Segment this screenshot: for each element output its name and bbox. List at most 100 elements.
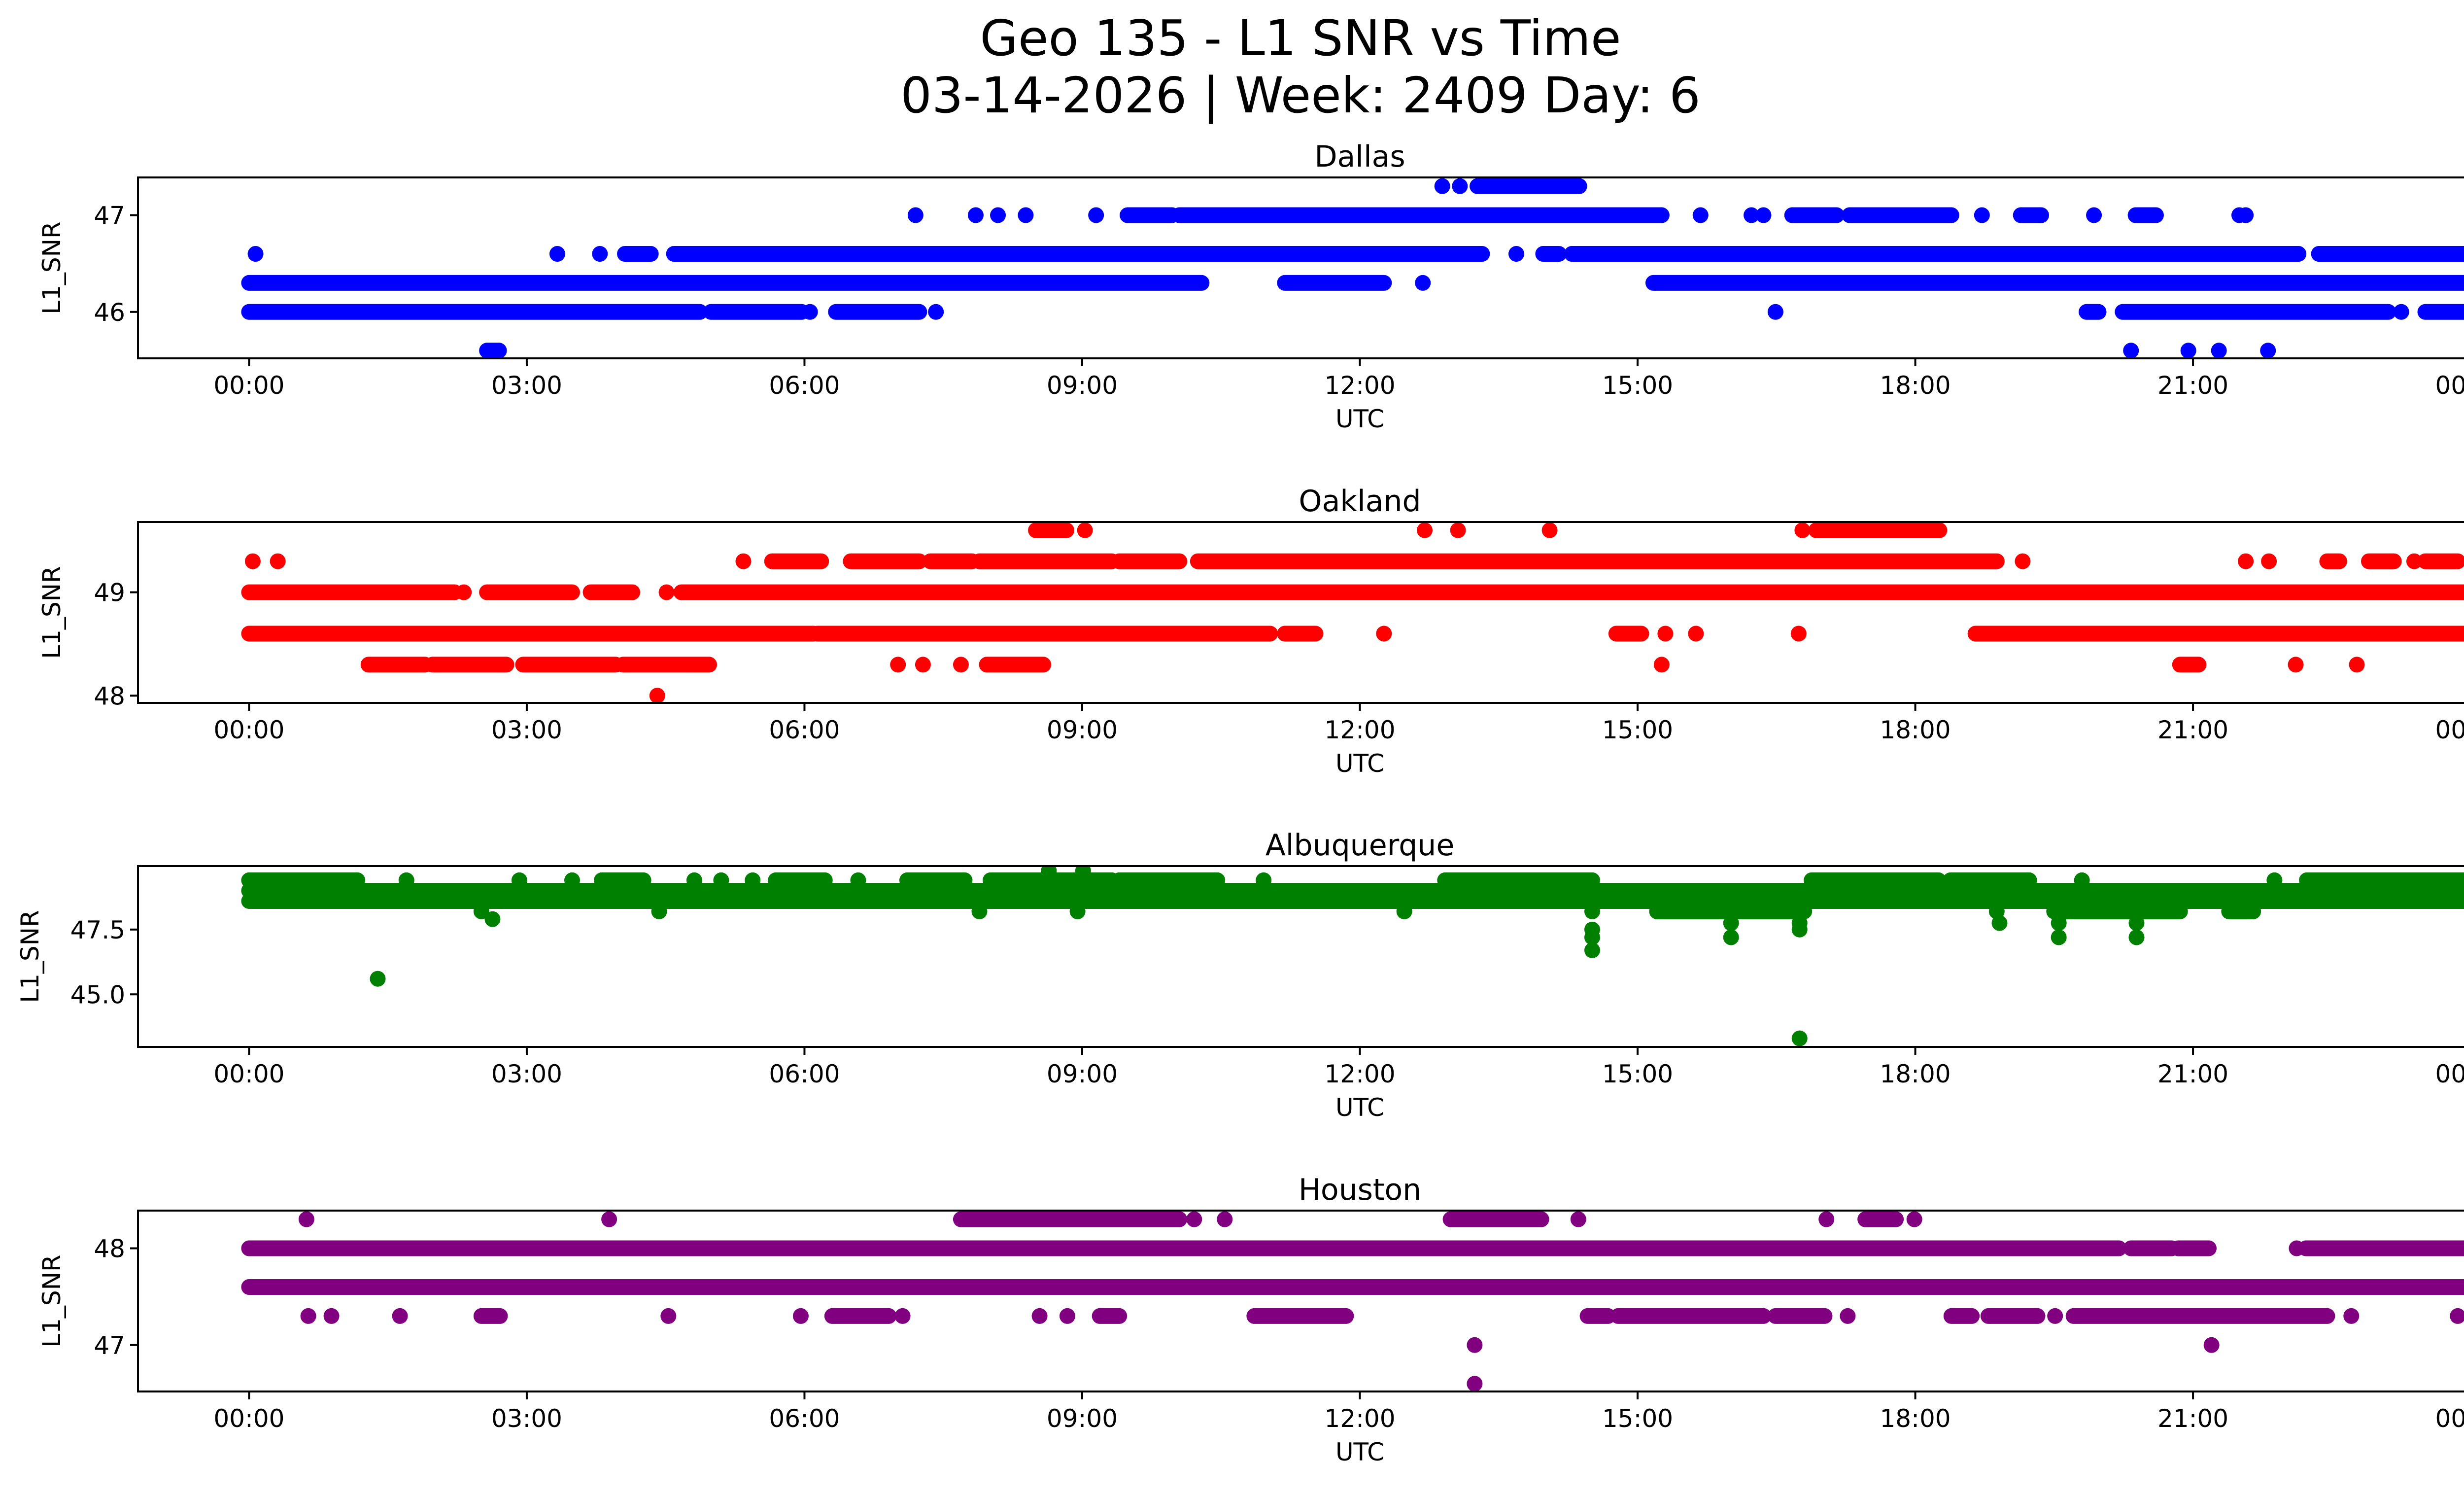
snr-point bbox=[928, 304, 944, 320]
subplot-albuquerque: Albuquerque 00:00 03:00 06:00 09:00 12:00 15:0… bbox=[16, 828, 2464, 1122]
figure-title: Geo 135 - L1 SNR vs Time bbox=[980, 9, 1621, 67]
subplot-title: Albuquerque bbox=[1266, 828, 1455, 863]
snr-point bbox=[2086, 207, 2102, 223]
snr-point bbox=[1755, 207, 1772, 223]
y-axis-label: L1_SNR bbox=[16, 910, 44, 1003]
snr-point bbox=[1840, 1308, 1856, 1324]
snr-point bbox=[592, 246, 608, 262]
snr-point bbox=[2074, 872, 2090, 888]
y-tick-label: 49 bbox=[94, 579, 125, 607]
x-axis-label: UTC bbox=[1335, 405, 1384, 433]
snr-point bbox=[1653, 657, 1670, 673]
snr-point bbox=[1818, 1211, 1835, 1227]
snr-point bbox=[649, 688, 665, 703]
subplots: Dallas 00:00 03:00 06:00 09:00 12:00 15:00 18:0… bbox=[16, 139, 2464, 1466]
x-tick-label: 00:00 bbox=[2435, 1060, 2464, 1088]
x-axis-label: UTC bbox=[1335, 1093, 1384, 1122]
y-tick-label: 47 bbox=[94, 202, 125, 230]
x-tick-label: 00:00 bbox=[213, 1404, 284, 1433]
snr-point bbox=[1376, 626, 1392, 642]
snr-point bbox=[511, 872, 527, 888]
snr-point bbox=[850, 872, 866, 888]
snr-point bbox=[2450, 1308, 2464, 1324]
snr-point bbox=[300, 1308, 316, 1324]
snr-point bbox=[1415, 275, 1431, 291]
x-tick-label: 06:00 bbox=[769, 1060, 840, 1088]
snr-point bbox=[971, 904, 988, 920]
y-axis-label: L1_SNR bbox=[37, 221, 66, 314]
snr-point bbox=[2393, 304, 2409, 320]
y-axis-label: L1_SNR bbox=[37, 566, 66, 659]
y-tick-label: 47 bbox=[94, 1331, 125, 1360]
x-tick-label: 03:00 bbox=[491, 1060, 562, 1088]
x-tick-label: 21:00 bbox=[2157, 371, 2228, 400]
snr-point bbox=[1452, 178, 1468, 194]
snr-point bbox=[1723, 915, 1739, 931]
snr-point bbox=[2260, 343, 2276, 358]
subplot-oakland: Oakland 00:00 03:00 06:00 09:00 12:00 15:00 18:… bbox=[37, 484, 2464, 778]
snr-point bbox=[2211, 343, 2227, 358]
snr-point bbox=[2343, 1308, 2360, 1324]
snr-point bbox=[1088, 207, 1104, 223]
snr-point bbox=[1396, 904, 1412, 920]
x-tick-label: 09:00 bbox=[1047, 716, 1118, 744]
x-tick-label: 03:00 bbox=[491, 1404, 562, 1433]
snr-point bbox=[1059, 1308, 1075, 1324]
snr-point bbox=[713, 872, 729, 888]
snr-point bbox=[601, 1211, 617, 1227]
x-tick-label: 15:00 bbox=[1602, 1060, 1673, 1088]
snr-point bbox=[1794, 522, 1811, 538]
snr-point bbox=[1570, 1211, 1586, 1227]
snr-point bbox=[1541, 522, 1558, 538]
snr-point bbox=[1075, 866, 1091, 879]
x-tick-label: 00:00 bbox=[213, 1060, 284, 1088]
x-tick-label: 12:00 bbox=[1324, 1404, 1395, 1433]
snr-point bbox=[1018, 207, 1034, 223]
snr-point bbox=[2123, 343, 2139, 358]
snr-point bbox=[1584, 929, 1600, 945]
snr-point bbox=[549, 246, 565, 262]
x-tick-label: 21:00 bbox=[2157, 1404, 2228, 1433]
snr-point bbox=[2349, 657, 2365, 673]
snr-point bbox=[915, 657, 931, 673]
snr-point bbox=[686, 872, 702, 888]
snr-point bbox=[1692, 207, 1709, 223]
snr-point bbox=[745, 872, 761, 888]
x-tick-label: 03:00 bbox=[491, 716, 562, 744]
y-tick-label: 48 bbox=[94, 682, 125, 710]
data-series bbox=[241, 1211, 2464, 1391]
snr-point bbox=[735, 553, 752, 569]
snr-point bbox=[484, 911, 501, 927]
snr-point bbox=[1974, 207, 1990, 223]
snr-point bbox=[456, 584, 472, 600]
y-tick-label: 46 bbox=[94, 298, 125, 327]
subplot-title: Dallas bbox=[1314, 139, 1405, 174]
x-tick-label: 18:00 bbox=[1880, 1404, 1951, 1433]
x-tick-label: 15:00 bbox=[1602, 716, 1673, 744]
snr-point bbox=[1077, 522, 1093, 538]
snr-point bbox=[2051, 929, 2067, 945]
snr-point bbox=[473, 904, 489, 920]
snr-point bbox=[792, 1308, 809, 1324]
x-axis-label: UTC bbox=[1335, 749, 1384, 778]
snr-point bbox=[2288, 657, 2304, 673]
snr-point bbox=[323, 1308, 340, 1324]
snr-point bbox=[1790, 626, 1807, 642]
snr-point bbox=[2203, 1337, 2220, 1353]
x-tick-label: 18:00 bbox=[1880, 1060, 1951, 1088]
x-tick-label: 12:00 bbox=[1324, 716, 1395, 744]
snr-point bbox=[1217, 1211, 1233, 1227]
snr-point bbox=[907, 207, 924, 223]
snr-point bbox=[2406, 553, 2423, 569]
snr-point bbox=[1991, 915, 2008, 931]
snr-point bbox=[2051, 915, 2067, 931]
snr-point bbox=[953, 657, 969, 673]
snr-point bbox=[2015, 553, 2031, 569]
subplot-title: Houston bbox=[1299, 1173, 1421, 1207]
x-tick-label: 00:00 bbox=[2435, 716, 2464, 744]
snr-point bbox=[564, 872, 580, 888]
x-tick-label: 06:00 bbox=[769, 1404, 840, 1433]
snr-point bbox=[990, 207, 1006, 223]
x-tick-label: 18:00 bbox=[1880, 371, 1951, 400]
